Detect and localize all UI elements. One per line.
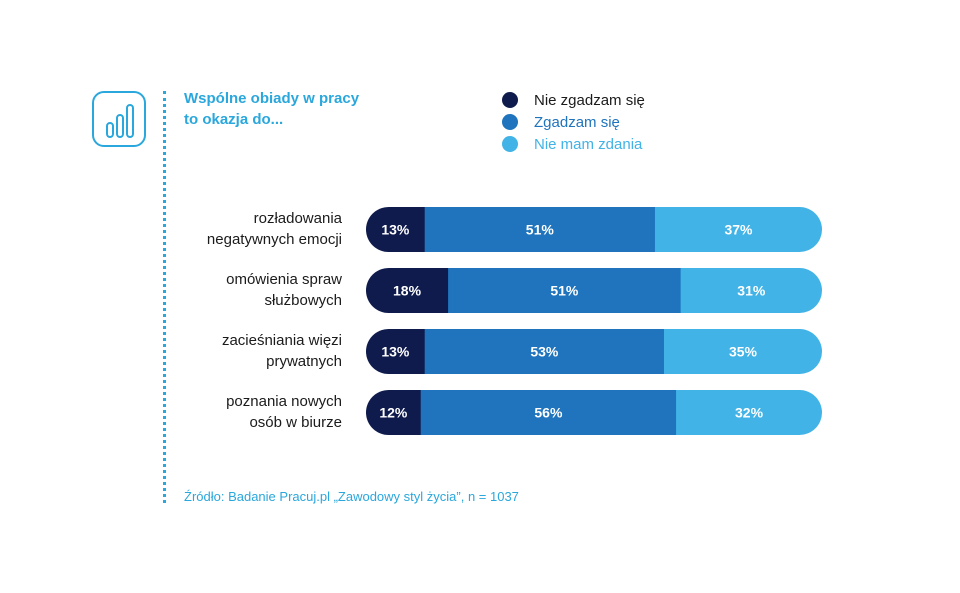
bar-segment-no-opinion [663, 329, 822, 374]
category-label-line-1: rozładowania [253, 210, 342, 227]
bar-value-label: 13% [381, 222, 410, 238]
legend-label-disagree: Nie zgadzam się [534, 91, 645, 109]
bar-segment-no-opinion [680, 268, 822, 313]
legend-dot-agree [502, 114, 518, 130]
chart-title-line-1: Wspólne obiady w pracy [184, 90, 360, 107]
bar-segment-no-opinion [676, 390, 822, 435]
chart-title-line-2: to okazja do... [184, 111, 284, 128]
category-label-line-2: prywatnych [266, 353, 342, 370]
category-label: zacieśniania więzi prywatnych [170, 330, 342, 372]
category-label-line-1: zacieśniania więzi [221, 332, 342, 349]
category-label-line-1: poznania nowych [226, 393, 342, 410]
legend-item-agree: Zgadzam się [502, 111, 645, 133]
legend-label-no-opinion: Nie mam zdania [534, 135, 643, 153]
legend-dot-no-opinion [502, 136, 518, 152]
legend: Nie zgadzam się Zgadzam się Nie mam zdan… [502, 89, 645, 155]
dotted-divider [163, 91, 166, 503]
category-label-line-1: omówienia spraw [226, 271, 342, 288]
legend-item-disagree: Nie zgadzam się [502, 89, 645, 111]
bar-value-label: 31% [737, 283, 766, 299]
bar-value-label: 32% [735, 405, 764, 421]
category-label-line-2: służbowych [264, 292, 342, 309]
bar-value-label: 13% [381, 344, 410, 360]
category-label-line-2: negatywnych emocji [206, 231, 342, 248]
legend-item-no-opinion: Nie mam zdania [502, 133, 645, 155]
bar-segment-agree [424, 329, 665, 374]
bar-value-label: 35% [729, 344, 758, 360]
category-label: omówienia spraw służbowych [170, 269, 342, 311]
source-note: Źródło: Badanie Pracuj.pl „Zawodowy styl… [184, 489, 519, 504]
bar-row [366, 207, 822, 252]
bar-value-label: 51% [550, 283, 579, 299]
bar-value-label: 37% [724, 222, 753, 238]
category-label: poznania nowych osób w biurze [170, 391, 342, 433]
bar-segment-agree [424, 207, 656, 252]
legend-label-agree: Zgadzam się [534, 113, 620, 131]
bar-segment-disagree [366, 207, 426, 252]
bar-row [366, 268, 822, 313]
bar-segment-no-opinion [654, 207, 822, 252]
category-label: rozładowania negatywnych emocji [170, 208, 342, 250]
bar-segment-agree [448, 268, 682, 313]
bar-segment-disagree [366, 390, 422, 435]
legend-dot-disagree [502, 92, 518, 108]
bar-value-label: 56% [534, 405, 563, 421]
bar-row [366, 390, 822, 435]
bar-segment-disagree [366, 268, 449, 313]
bar-value-label: 18% [393, 283, 422, 299]
bar-value-label: 51% [526, 222, 555, 238]
category-label-line-2: osób w biurze [249, 414, 342, 431]
bar-segment-disagree [366, 329, 426, 374]
bar-value-label: 53% [530, 344, 559, 360]
bar-value-label: 12% [379, 405, 408, 421]
chart-title: Wspólne obiady w pracy to okazja do... [184, 88, 404, 130]
bar-segment-agree [420, 390, 677, 435]
bar-chart-icon [92, 91, 146, 147]
bar-row [366, 329, 822, 374]
